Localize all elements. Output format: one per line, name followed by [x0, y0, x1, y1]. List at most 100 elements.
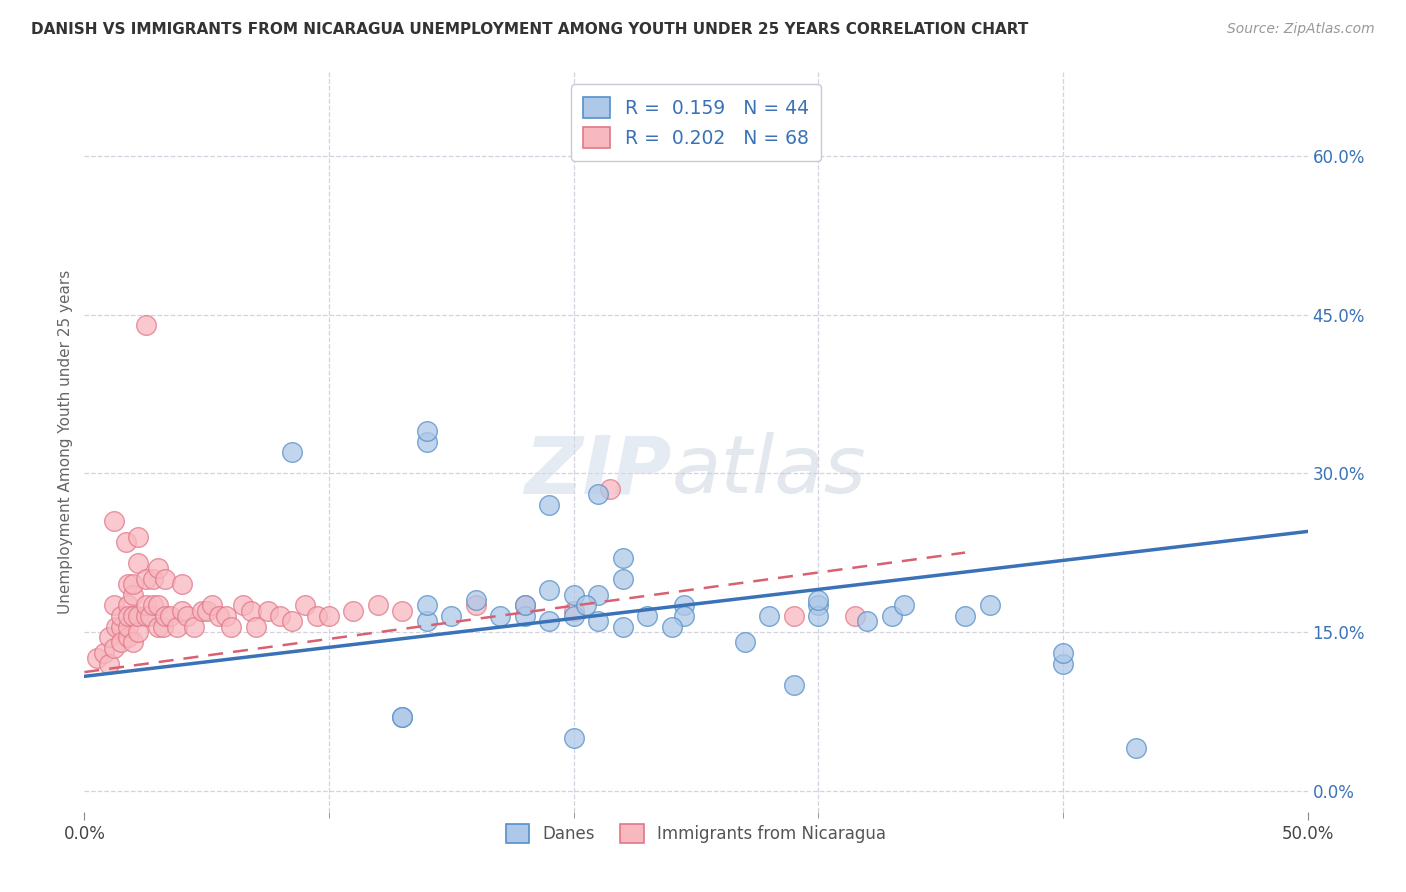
Point [612, 572, 634, 586]
Point [115, 535, 138, 549]
Legend: Danes, Immigrants from Nicaragua: Danes, Immigrants from Nicaragua [498, 815, 894, 852]
Point [103, 640, 125, 655]
Point [86, 651, 108, 665]
Point [979, 599, 1001, 613]
Point [464, 599, 486, 613]
Point [281, 615, 304, 629]
Point [844, 609, 866, 624]
Point [416, 599, 439, 613]
Point [215, 609, 238, 624]
Text: ZIP: ZIP [524, 432, 672, 510]
Point [807, 609, 830, 624]
Point [103, 514, 125, 528]
Point [391, 604, 413, 618]
Point [856, 615, 879, 629]
Point [153, 609, 176, 624]
Point [586, 487, 609, 501]
Point [661, 619, 683, 633]
Point [152, 619, 174, 633]
Point [122, 609, 145, 624]
Point [807, 593, 830, 607]
Point [612, 550, 634, 565]
Point [416, 615, 439, 629]
Point [513, 609, 536, 624]
Point [172, 604, 194, 618]
Point [97, 630, 120, 644]
Text: atlas: atlas [672, 432, 866, 510]
Point [391, 709, 413, 723]
Point [146, 619, 169, 633]
Point [117, 619, 139, 633]
Point [880, 609, 903, 624]
Point [135, 318, 157, 333]
Point [153, 572, 176, 586]
Point [586, 588, 609, 602]
Point [672, 609, 695, 624]
Point [139, 609, 162, 624]
Point [599, 482, 621, 496]
Point [110, 619, 132, 633]
Point [636, 609, 658, 624]
Point [305, 609, 328, 624]
Point [183, 619, 205, 633]
Point [513, 599, 536, 613]
Point [176, 609, 198, 624]
Point [672, 599, 695, 613]
Point [219, 619, 242, 633]
Point [191, 604, 214, 618]
Point [953, 609, 976, 624]
Point [200, 599, 222, 613]
Text: Source: ZipAtlas.com: Source: ZipAtlas.com [1227, 22, 1375, 37]
Point [734, 635, 756, 649]
Text: DANISH VS IMMIGRANTS FROM NICARAGUA UNEMPLOYMENT AMONG YOUTH UNDER 25 YEARS CORR: DANISH VS IMMIGRANTS FROM NICARAGUA UNEM… [31, 22, 1028, 37]
Point [538, 615, 561, 629]
Point [612, 619, 634, 633]
Point [586, 138, 609, 153]
Point [195, 604, 218, 618]
Point [391, 709, 413, 723]
Point [135, 609, 157, 624]
Point [146, 599, 169, 613]
Point [318, 609, 340, 624]
Point [127, 556, 149, 570]
Point [245, 619, 267, 633]
Point [281, 445, 304, 459]
Point [135, 599, 157, 613]
Point [122, 635, 145, 649]
Point [464, 593, 486, 607]
Point [893, 599, 915, 613]
Point [257, 604, 280, 618]
Point [1125, 741, 1147, 756]
Point [127, 609, 149, 624]
Point [807, 599, 830, 613]
Point [538, 498, 561, 512]
Point [269, 609, 291, 624]
Point [117, 577, 139, 591]
Point [146, 561, 169, 575]
Point [127, 624, 149, 639]
Point [440, 609, 463, 624]
Point [97, 657, 120, 671]
Point [783, 609, 806, 624]
Point [294, 599, 316, 613]
Point [513, 599, 536, 613]
Point [239, 604, 262, 618]
Point [562, 588, 585, 602]
Point [416, 434, 439, 449]
Point [142, 572, 165, 586]
Point [489, 609, 512, 624]
Point [127, 530, 149, 544]
Point [142, 599, 165, 613]
Point [117, 599, 139, 613]
Point [416, 424, 439, 438]
Point [122, 577, 145, 591]
Point [783, 678, 806, 692]
Point [586, 615, 609, 629]
Point [117, 630, 139, 644]
Point [1052, 657, 1074, 671]
Point [758, 609, 780, 624]
Point [103, 599, 125, 613]
Point [562, 609, 585, 624]
Point [208, 609, 231, 624]
Point [122, 588, 145, 602]
